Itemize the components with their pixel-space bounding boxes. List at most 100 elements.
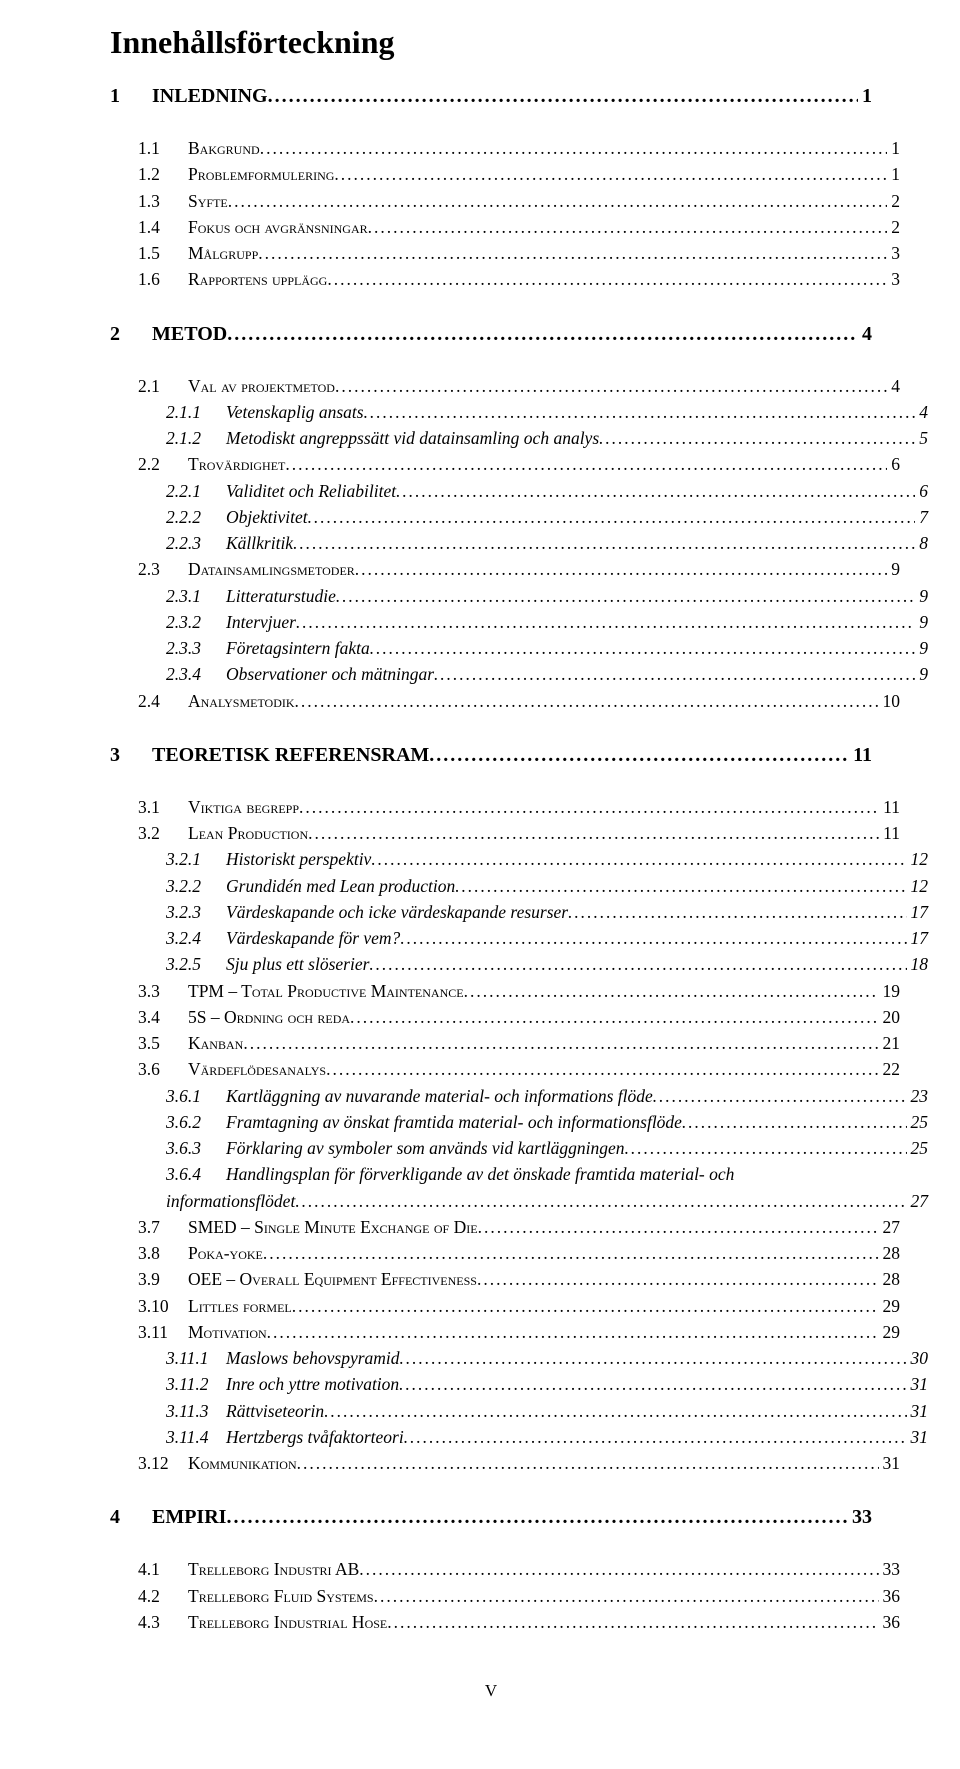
toc-entry-number: 3.6.2 — [166, 1109, 226, 1135]
toc-entry-text: Fokus och avgränsningar — [188, 217, 368, 237]
dot-leader — [327, 266, 887, 292]
blank-line — [110, 1540, 872, 1556]
toc-entry-text: Värdeflödesanalys — [188, 1059, 326, 1079]
toc-entry-text: Rapportens upplägg — [188, 269, 327, 289]
toc-entry-text: Poka-yoke — [188, 1243, 263, 1263]
dot-leader — [455, 873, 906, 899]
toc-entry-page: 11 — [849, 740, 872, 770]
dot-leader — [625, 1135, 907, 1161]
dot-leader — [324, 1398, 906, 1424]
toc-entry-label: 3.11.4Hertzbergs tvåfaktorteori — [166, 1424, 404, 1450]
toc-entry: 3.2Lean Production 11 — [138, 820, 900, 846]
dot-leader — [326, 1056, 878, 1082]
toc-entry-number: 4.1 — [138, 1556, 188, 1582]
toc-entry-page: 8 — [915, 530, 928, 556]
toc-entry-number: 1.6 — [138, 266, 188, 292]
toc-entry-number: 3.2.2 — [166, 873, 226, 899]
toc-entry-number: 3.2.1 — [166, 846, 226, 872]
toc-entry-label: 1.3Syfte — [138, 188, 228, 214]
toc-entry-number: 2.1 — [138, 373, 188, 399]
toc-entry-page: 33 — [848, 1502, 872, 1532]
toc-entry-page: 21 — [879, 1030, 901, 1056]
toc-entry: 2.2.2Objektivitet 7 — [166, 504, 928, 530]
toc-entry-page: 31 — [879, 1450, 901, 1476]
toc-entry-label: 2.2Trovärdighet — [138, 451, 285, 477]
dot-leader — [568, 899, 906, 925]
toc-entry-page: 6 — [887, 451, 900, 477]
toc-entry-label: 2.3Datainsamlingsmetoder — [138, 556, 355, 582]
toc-entry-label: 4EMPIRI — [110, 1502, 226, 1532]
dot-leader — [297, 1450, 879, 1476]
toc-entry-text: Hertzbergs tvåfaktorteori — [226, 1427, 404, 1447]
toc-entry-text: Maslows behovspyramid — [226, 1348, 400, 1368]
toc-entry: 3.2.1Historiskt perspektiv 12 — [166, 846, 928, 872]
toc-entry: 4EMPIRI 33 — [110, 1502, 872, 1532]
toc-entry: 2.1.2Metodiskt angreppssätt vid datainsa… — [166, 425, 928, 451]
toc-entry-number: 2.4 — [138, 688, 188, 714]
toc-entry-page: 6 — [915, 478, 928, 504]
dot-leader — [334, 161, 887, 187]
toc-entry-text: TPM – Total Productive Maintenance — [188, 981, 464, 1001]
toc-entry-text: Validitet och Reliabilitet — [226, 481, 396, 501]
dot-leader — [429, 740, 849, 770]
toc-entry: 3.2.5Sju plus ett slöserier 18 — [166, 951, 928, 977]
toc-entry-number: 3.9 — [138, 1266, 188, 1292]
toc-entry-page: 10 — [879, 688, 901, 714]
toc-entry-text: Littles formel — [188, 1296, 292, 1316]
toc-entry-label: 1.6Rapportens upplägg — [138, 266, 327, 292]
toc-entry: 2.3.4Observationer och mätningar 9 — [166, 661, 928, 687]
toc-entry-text: Kartläggning av nuvarande material- och … — [226, 1086, 653, 1106]
toc-entry-page: 29 — [879, 1293, 901, 1319]
toc-entry: 3.12Kommunikation 31 — [138, 1450, 900, 1476]
toc-entry-page: 4 — [915, 399, 928, 425]
toc-entry: 2.2.1Validitet och Reliabilitet 6 — [166, 478, 928, 504]
toc-entry-label: 4.2Trelleborg Fluid Systems — [138, 1583, 374, 1609]
toc-entry-number: 2.2.2 — [166, 504, 226, 530]
toc-entry-label: 4.1Trelleborg Industri AB — [138, 1556, 359, 1582]
toc-entry-text: METOD — [152, 323, 227, 345]
toc-entry-text: EMPIRI — [152, 1506, 226, 1528]
toc-entry-page: 28 — [879, 1266, 901, 1292]
dot-leader — [478, 1214, 879, 1240]
toc-entry: 3.10Littles formel 29 — [138, 1293, 900, 1319]
toc-entry-number: 3.2.3 — [166, 899, 226, 925]
toc-entry-label: 3.11Motivation — [138, 1319, 267, 1345]
toc-entry-label: 3.2.4Värdeskapande för vem? — [166, 925, 400, 951]
toc-entry-number: 3.10 — [138, 1293, 188, 1319]
dot-leader — [285, 451, 887, 477]
dot-leader — [396, 478, 915, 504]
toc-entry: 4.1Trelleborg Industri AB 33 — [138, 1556, 900, 1582]
toc-entry-page: 36 — [879, 1609, 901, 1635]
dot-leader — [243, 1030, 878, 1056]
toc-entry-label: 1.2Problemformulering — [138, 161, 334, 187]
dot-leader — [267, 1319, 879, 1345]
toc-entry-text: TEORETISK REFERENSRAM — [152, 744, 429, 766]
dot-leader — [296, 609, 915, 635]
toc-entry-text: Val av projektmetod — [188, 376, 335, 396]
blank-line — [110, 778, 872, 794]
toc-entry-number: 1.2 — [138, 161, 188, 187]
toc-entry-label: 3.6.3Förklaring av symboler som används … — [166, 1135, 625, 1161]
toc-entry-page: 31 — [907, 1398, 929, 1424]
toc-entry-label: 3.6.4Handlingsplan för förverkligande av… — [166, 1161, 734, 1187]
toc-entry-label: 2.1.1Vetenskaplig ansats — [166, 399, 364, 425]
toc-entry: 1.3Syfte 2 — [138, 188, 900, 214]
toc-entry-label: 3.6.1Kartläggning av nuvarande material-… — [166, 1083, 653, 1109]
toc-entry-label: 2.1Val av projektmetod — [138, 373, 335, 399]
toc-entry-page: 3 — [887, 266, 900, 292]
toc-entry-text: Lean Production — [188, 823, 308, 843]
toc-entry-number: 2 — [110, 319, 152, 349]
toc-entry-label: 3.1Viktiga begrepp — [138, 794, 299, 820]
toc-entry: 3.6.4Handlingsplan för förverkligande av… — [166, 1161, 928, 1187]
toc-entry: 2.4Analysmetodik 10 — [138, 688, 900, 714]
toc-entry-text: Trelleborg Fluid Systems — [188, 1586, 374, 1606]
blank-line — [110, 714, 872, 730]
toc-entry-text: Trovärdighet — [188, 454, 285, 474]
toc-entry-page: 9 — [887, 556, 900, 582]
toc-entry-page: 33 — [879, 1556, 901, 1582]
toc-entry-number: 4 — [110, 1502, 152, 1532]
dot-leader — [399, 1371, 906, 1397]
toc-entry: 1.5Målgrupp 3 — [138, 240, 900, 266]
toc-entry-page: 19 — [879, 978, 901, 1004]
toc-entry-number: 4.3 — [138, 1609, 188, 1635]
